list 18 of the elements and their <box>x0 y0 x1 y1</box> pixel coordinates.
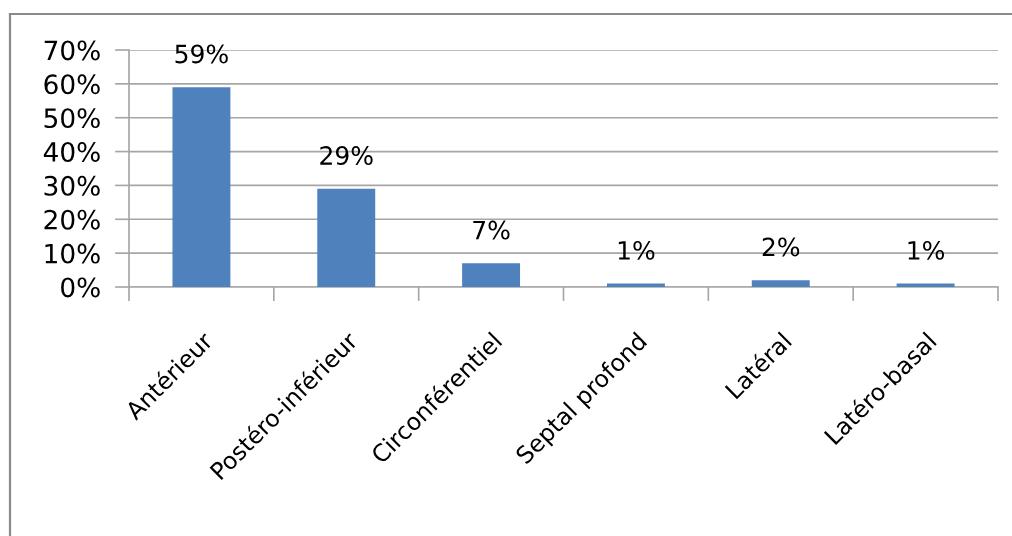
data-label: 29% <box>320 146 373 166</box>
data-label: 59% <box>175 44 228 64</box>
data-label: 1% <box>618 240 655 260</box>
bar <box>317 188 376 287</box>
bar <box>462 263 521 287</box>
data-label: 7% <box>473 220 510 240</box>
data-label: 1% <box>908 240 945 260</box>
bar <box>751 280 810 287</box>
y-tick-label: 20% <box>44 209 100 230</box>
y-tick-label: 10% <box>45 243 100 264</box>
bar <box>172 87 231 287</box>
data-label: 2% <box>762 237 800 257</box>
y-tick-label: 40% <box>43 142 100 162</box>
y-tick-label: 70% <box>44 40 100 61</box>
y-tick-label: 0% <box>61 277 100 298</box>
y-tick-label: 60% <box>44 74 100 95</box>
y-tick-label: 30% <box>44 175 100 196</box>
y-tick-label: 50% <box>44 108 100 129</box>
